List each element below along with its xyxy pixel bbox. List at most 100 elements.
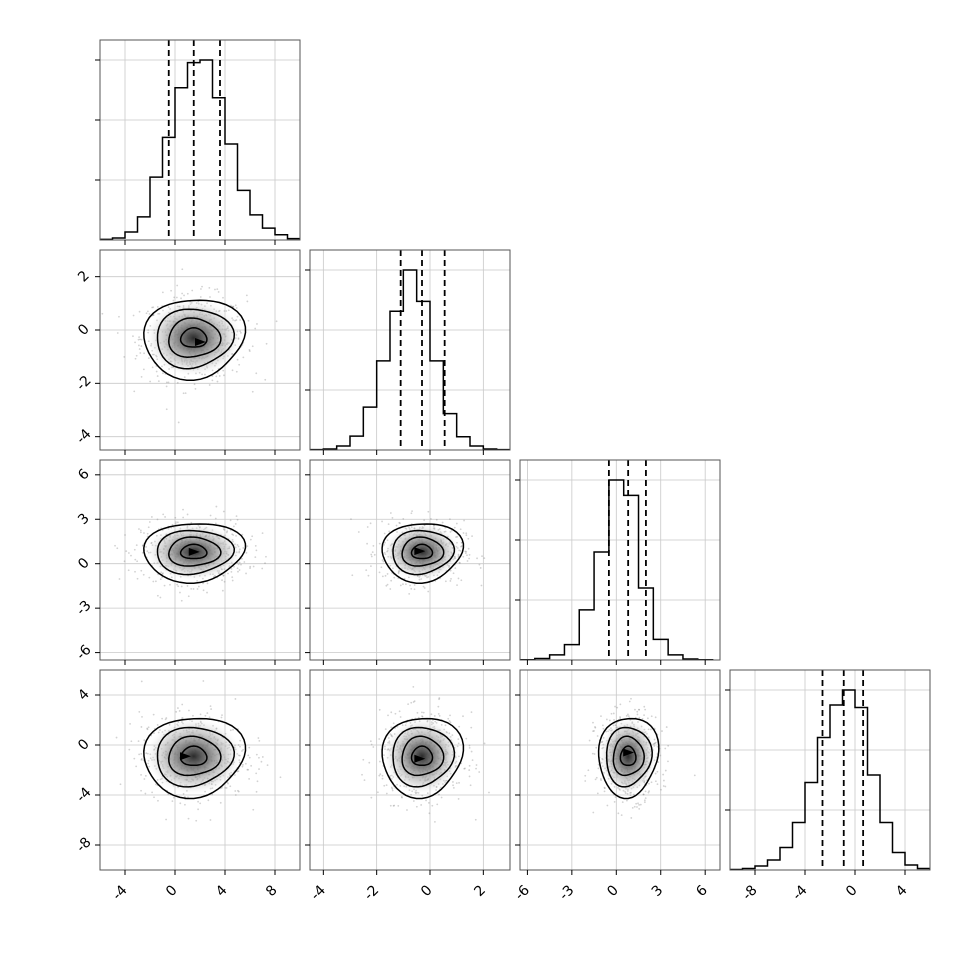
scatter-point: [381, 575, 384, 578]
scatter-point: [138, 336, 140, 339]
scatter-point: [457, 742, 460, 745]
scatter-point: [209, 819, 212, 821]
scatter-point: [421, 715, 423, 718]
scatter-point: [444, 724, 447, 727]
scatter-point: [383, 532, 386, 535]
scatter-point: [638, 808, 641, 810]
scatter-point: [249, 538, 252, 541]
panel-content: [350, 510, 486, 595]
scatter-point: [206, 582, 209, 585]
scatter-point: [619, 717, 622, 720]
scatter-point: [656, 770, 659, 773]
scatter-point: [412, 701, 415, 703]
scatter-point: [381, 774, 384, 777]
scatter-point: [638, 716, 641, 719]
scatter-point: [127, 569, 130, 572]
scatter-point: [644, 708, 647, 711]
scatter-point: [634, 708, 636, 711]
scatter-point: [140, 789, 142, 792]
scatter-point: [182, 516, 185, 519]
scatter-point: [128, 748, 131, 751]
scatter-point: [229, 785, 232, 788]
scatter-point: [459, 528, 462, 531]
scatter-point: [170, 289, 173, 292]
scatter-point: [633, 805, 636, 808]
histogram-step: [730, 689, 930, 870]
scatter-point: [468, 769, 471, 771]
scatter-point: [659, 754, 662, 757]
scatter-point: [176, 583, 179, 586]
scatter-point: [236, 518, 239, 521]
scatter-point: [163, 584, 166, 587]
scatter-point: [641, 718, 644, 720]
scatter-point: [376, 791, 379, 794]
scatter-point: [453, 526, 456, 529]
scatter-point: [142, 573, 145, 576]
scatter-point: [147, 526, 150, 529]
scatter-point: [620, 814, 623, 817]
scatter-point: [161, 576, 164, 579]
scatter-point: [181, 703, 184, 706]
scatter-point: [460, 545, 462, 548]
scatter-point: [430, 518, 432, 520]
scatter-point: [382, 560, 385, 563]
scatter-point: [197, 808, 199, 811]
x-tick-label: -2: [361, 882, 382, 903]
y-tick-label: -8: [73, 834, 94, 855]
contour-line: [597, 717, 660, 800]
scatter-point: [156, 375, 159, 377]
scatter-point: [125, 550, 128, 553]
scatter-point: [435, 518, 438, 521]
scatter-point: [114, 544, 116, 547]
scatter-point: [130, 554, 132, 557]
scatter-point: [438, 697, 441, 699]
scatter-point: [237, 770, 240, 773]
scatter-point: [370, 796, 373, 799]
scatter-point: [241, 533, 244, 536]
x-tick-label: 2: [471, 882, 489, 900]
scatter-point: [370, 555, 373, 558]
scatter-point: [119, 783, 122, 786]
scatter-point: [448, 518, 451, 521]
y-tick-label: -4: [73, 784, 94, 805]
scatter-point: [142, 368, 145, 371]
scatter-point: [236, 315, 239, 318]
scatter-point: [631, 806, 634, 809]
panel-frame: [309, 459, 511, 661]
y-tick-label: -2: [73, 373, 94, 394]
panel-content: [520, 460, 714, 660]
scatter-point: [384, 728, 387, 731]
scatter-point: [115, 736, 118, 739]
scatter-point: [594, 778, 597, 781]
scatter-point: [372, 544, 375, 547]
scatter-point: [246, 768, 249, 771]
scatter-point: [387, 523, 390, 526]
scatter-point: [613, 800, 616, 803]
scatter-point: [182, 392, 185, 395]
scatter-point: [239, 739, 242, 742]
contour-line: [156, 308, 236, 370]
scatter-point: [470, 711, 473, 714]
scatter-point: [175, 296, 178, 299]
panel-frame: [99, 459, 301, 661]
scatter-point: [187, 595, 190, 598]
scatter-point: [140, 680, 143, 683]
scatter-point: [169, 583, 171, 586]
scatter-point: [383, 784, 386, 787]
scatter-point: [242, 748, 245, 751]
scatter-point: [206, 712, 209, 714]
scatter-point: [206, 591, 208, 594]
scatter-point: [416, 711, 419, 714]
scatter-point: [260, 760, 263, 763]
scatter-point: [143, 532, 145, 534]
scatter-point: [367, 574, 370, 577]
scatter-point: [385, 584, 388, 587]
scatter-point: [156, 594, 159, 597]
scatter-point: [236, 567, 239, 570]
panel-frame: [99, 249, 301, 451]
scatter-point: [474, 818, 477, 821]
scatter-point: [370, 743, 373, 746]
contour-line: [612, 735, 645, 777]
scatter-point: [164, 516, 166, 518]
scatter-point: [171, 523, 174, 526]
